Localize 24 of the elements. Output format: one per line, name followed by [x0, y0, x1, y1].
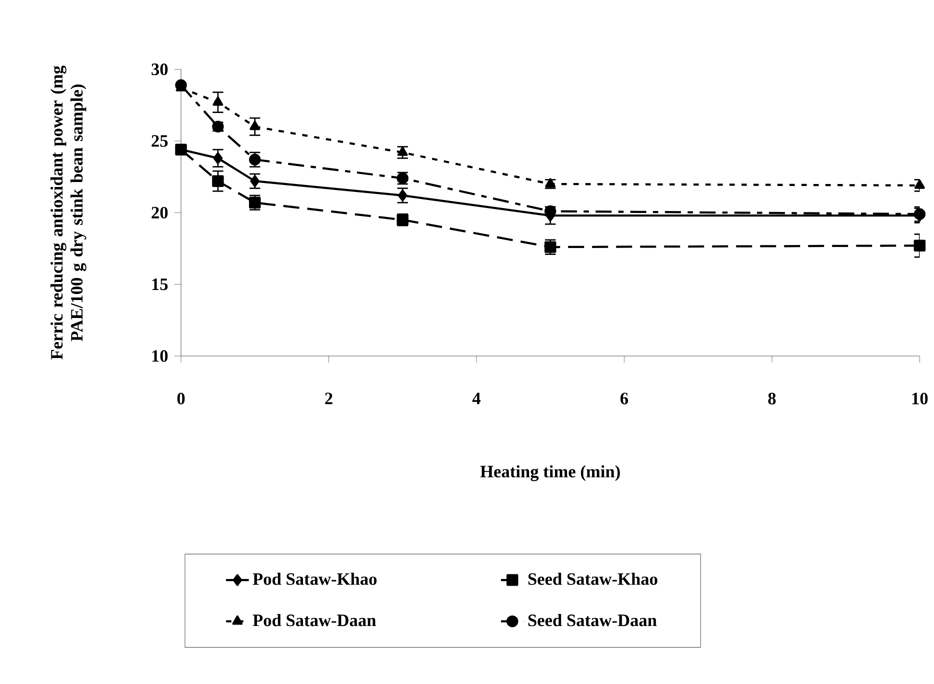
- y-tick-label: 20: [152, 206, 168, 219]
- y-tick-label: 15: [152, 278, 168, 290]
- point: [213, 152, 223, 164]
- x-tick-label: 10: [912, 392, 928, 404]
- x-tick-label: 0: [177, 392, 185, 404]
- legend-label: Seed Sataw-Khao: [528, 572, 658, 585]
- x-tick-label: 2: [325, 392, 332, 404]
- y-axis-title: Ferric reducing antioxidant power (mg PAE/100 g dry stink bean sample): [50, 66, 86, 360]
- x-tick-label: 4: [472, 392, 480, 404]
- point: [212, 96, 224, 106]
- legend-label: Seed Sataw-Daan: [528, 614, 657, 626]
- x-tick-label: 6: [620, 392, 628, 404]
- legend-label: Pod Sataw-Khao: [252, 572, 377, 585]
- y-tick-label: 25: [152, 135, 168, 147]
- point: [914, 240, 926, 252]
- x-axis-title: Heating time (min): [480, 465, 620, 482]
- legend-label: Pod Sataw-Daan: [252, 614, 376, 626]
- point: [914, 180, 925, 189]
- y-tick-label: 30: [152, 63, 168, 76]
- x-tick-label: 8: [768, 392, 776, 404]
- point: [250, 120, 260, 130]
- y-tick-label: 10: [152, 350, 168, 362]
- point: [397, 146, 408, 156]
- point: [212, 175, 224, 187]
